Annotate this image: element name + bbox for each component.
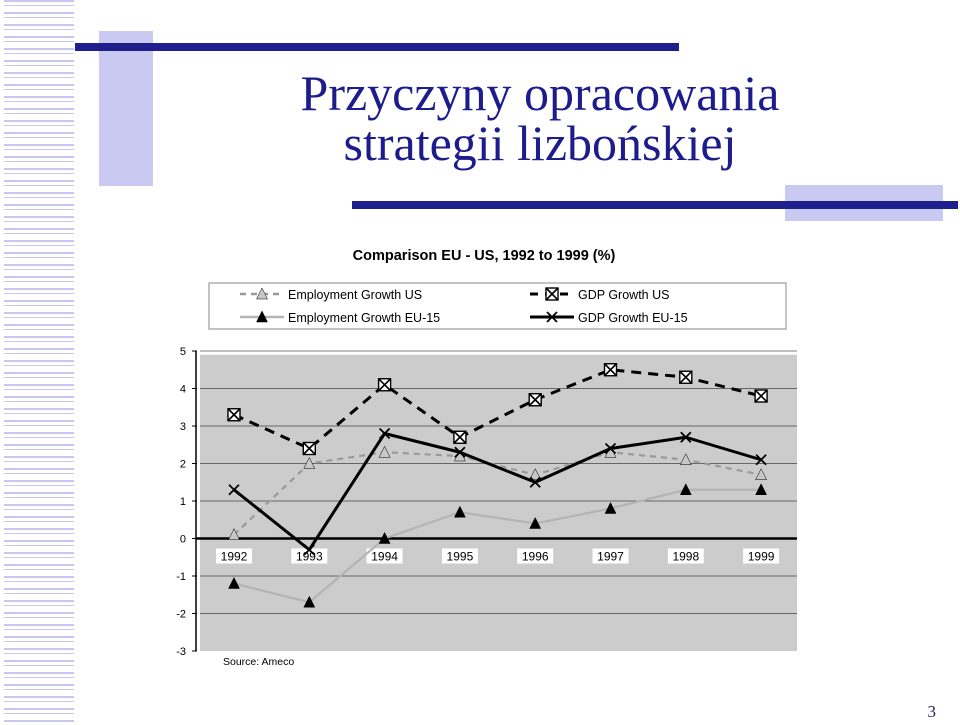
legend-label-0: Employment Growth US	[288, 288, 422, 302]
series-2-point	[378, 531, 391, 544]
series-3-point	[454, 446, 466, 458]
legend-label-1: GDP Growth US	[578, 288, 669, 302]
series-0-point	[378, 445, 391, 458]
series-line-0	[233, 451, 762, 536]
legend-label-3: GDP Growth EU-15	[578, 311, 688, 325]
slide-title: Przyczyny opracowania strategii lizbońsk…	[200, 68, 880, 168]
series-3-point	[378, 427, 391, 440]
series-line-2	[233, 488, 762, 604]
series-1-point	[227, 408, 241, 422]
series-0-point	[679, 453, 692, 465]
series-2-point	[755, 483, 768, 495]
series-1-point	[528, 393, 542, 407]
series-1-point	[302, 441, 316, 456]
x-tick-label-bg	[517, 548, 554, 564]
series-0-point	[303, 456, 316, 469]
plot-area	[200, 354, 797, 651]
legend-marker-3	[546, 311, 558, 323]
x-tick-label-bg	[291, 548, 328, 564]
series-1-point	[377, 378, 392, 392]
x-tick-label: 1993	[296, 550, 323, 564]
decorative-stripe-column	[4, 0, 74, 725]
series-2-point	[453, 505, 466, 518]
x-tick-label: 1995	[447, 550, 474, 564]
y-tick-label: -3	[176, 646, 186, 658]
x-tick-label: 1996	[522, 550, 549, 564]
y-tick-label: 4	[180, 384, 186, 396]
legend-label-2: Employment Growth EU-15	[288, 311, 440, 325]
y-tick-label: 5	[180, 346, 186, 358]
decorative-bar-top	[75, 43, 679, 51]
x-tick-label-bg	[592, 548, 629, 564]
series-3-point	[680, 431, 692, 443]
chart-source: Source: Ameco	[223, 656, 294, 668]
x-tick-label-bg	[366, 548, 403, 564]
y-tick-label: 0	[180, 534, 186, 546]
series-0-point	[529, 468, 542, 480]
series-1-point	[754, 389, 768, 403]
decorative-square-left	[99, 31, 153, 186]
legend-marker-2	[256, 310, 268, 323]
series-line-3	[233, 432, 762, 552]
slide-title-line-1: Przyczyny opracowania	[300, 65, 780, 121]
decorative-bar-bottom	[352, 201, 958, 209]
series-3-point	[303, 544, 315, 556]
page-number: 3	[927, 702, 937, 721]
y-tick-label: 2	[180, 459, 186, 471]
x-tick-label-bg	[743, 548, 780, 564]
series-2-point	[303, 595, 316, 608]
series-2-point	[228, 576, 240, 589]
x-tick-label: 1998	[672, 550, 699, 564]
series-1-point	[453, 430, 467, 444]
series-2-point	[679, 483, 692, 495]
series-line-1	[233, 368, 762, 450]
x-tick-label: 1997	[597, 550, 624, 564]
series-2-point	[604, 501, 617, 514]
x-tick-label-bg	[667, 548, 704, 564]
x-tick-label: 1994	[371, 550, 398, 564]
x-tick-label-bg	[441, 548, 478, 564]
y-tick-label: -2	[176, 609, 186, 621]
slide-title-line-2: strategii lizbońskiej	[343, 115, 737, 171]
series-3-point	[529, 476, 541, 488]
series-1-point	[679, 370, 693, 384]
series-0-point	[755, 468, 768, 480]
series-3-point	[755, 454, 767, 466]
y-tick-label: -1	[176, 571, 186, 583]
legend-marker-1	[545, 287, 559, 301]
series-0-point	[228, 528, 240, 540]
x-tick-label: 1992	[221, 550, 248, 564]
series-1-point	[603, 363, 618, 377]
series-2-point	[529, 516, 542, 529]
x-tick-label-bg	[216, 548, 252, 564]
chart-title: Comparison EU - US, 1992 to 1999 (%)	[353, 248, 616, 264]
series-3-point	[228, 484, 240, 496]
legend-box	[208, 282, 787, 330]
x-tick-label: 1999	[748, 550, 775, 564]
legend-marker-0	[256, 287, 268, 300]
y-tick-label: 1	[180, 496, 186, 508]
series-3-point	[604, 442, 617, 455]
y-tick-label: 3	[180, 421, 186, 433]
